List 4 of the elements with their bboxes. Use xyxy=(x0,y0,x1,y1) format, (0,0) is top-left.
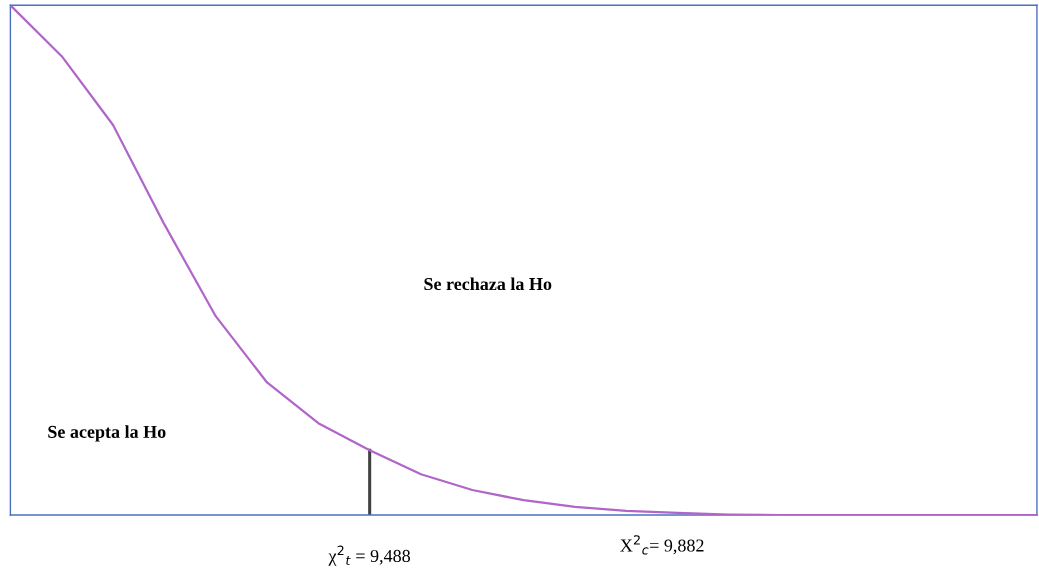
text: X$^{2}$$_{c}$= 9,882 xyxy=(620,535,704,555)
text: χ$^{2}$$_{t}$ = 9,488 xyxy=(328,545,410,566)
annotation: Se rechaza la Ho xyxy=(424,277,552,291)
annotation: Se acepta la Ho xyxy=(48,425,166,442)
